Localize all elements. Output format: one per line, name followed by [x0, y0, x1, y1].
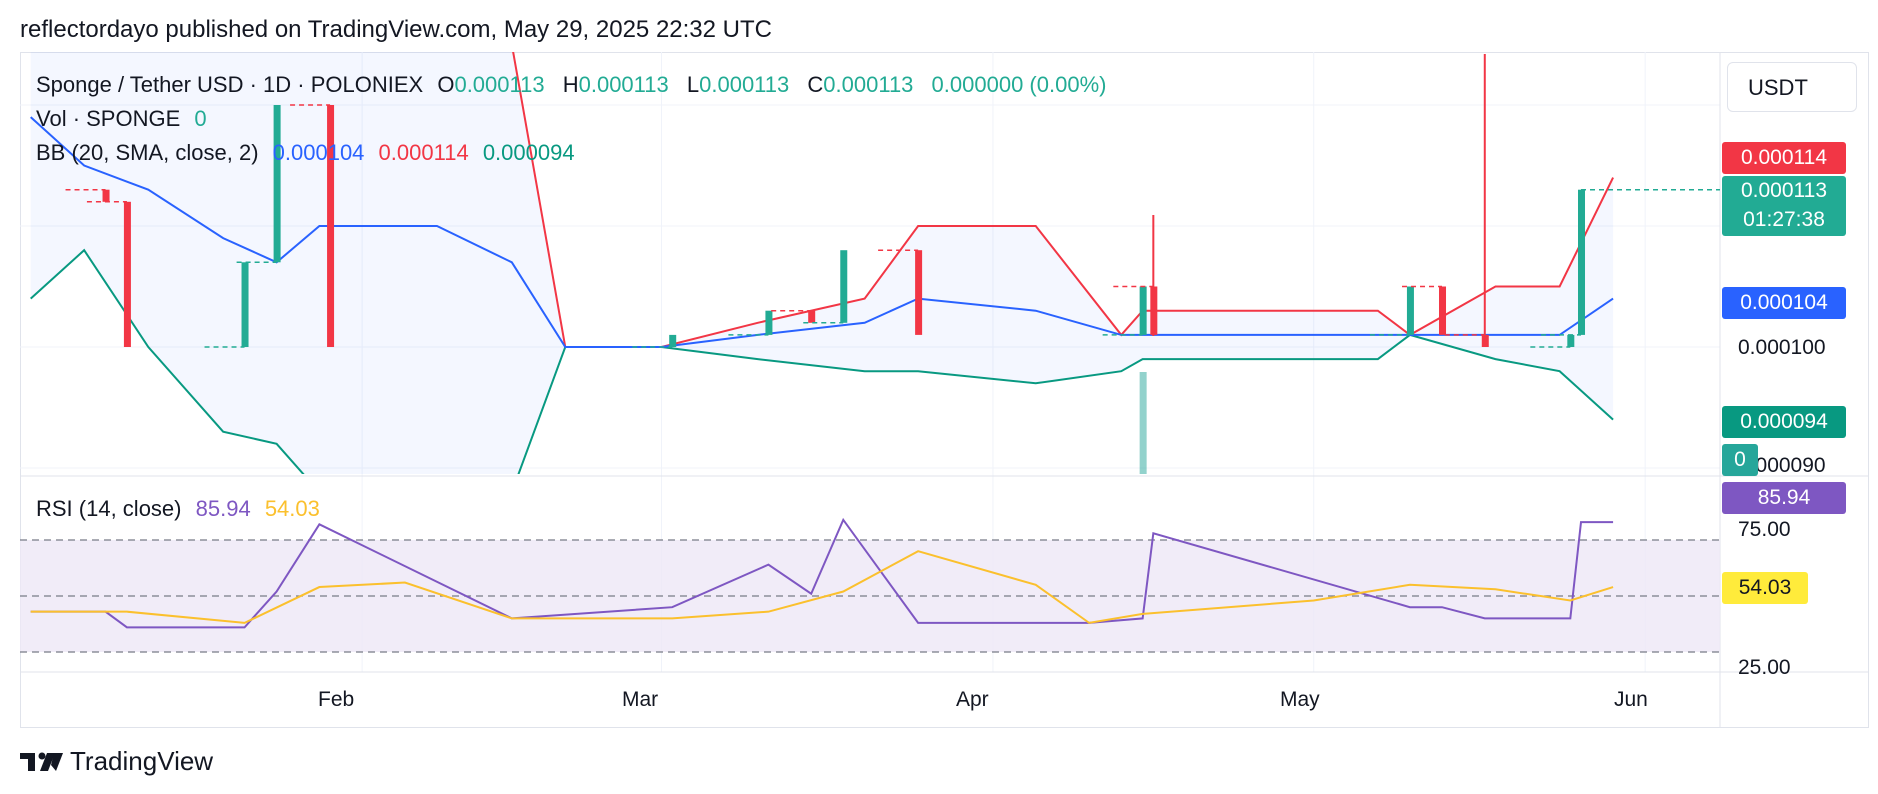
- countdown: 01:27:38: [1743, 208, 1825, 231]
- legend-vol-value: 0: [194, 106, 207, 131]
- candle: [1567, 334, 1575, 347]
- candle: [1578, 189, 1586, 335]
- bb-lower-line: [30, 248, 1614, 474]
- time-label-jun: Jun: [1614, 688, 1648, 711]
- legend-high-label: H: [562, 72, 579, 97]
- bb-fill: [30, 52, 1614, 474]
- candle: [669, 334, 677, 347]
- rsi-tag: 85.94: [1722, 482, 1846, 514]
- candle: [915, 250, 923, 335]
- chart-frame: [20, 52, 1869, 728]
- volume-tag: 0: [1722, 444, 1758, 476]
- candle: [1139, 286, 1147, 335]
- legend-symbol[interactable]: Sponge / Tether USD · 1D · POLONIEX: [36, 72, 424, 97]
- volume-bar: [1139, 372, 1147, 474]
- bb-upper-tag: 0.000114: [1722, 142, 1846, 174]
- bb-basis-tag: 0.000104: [1722, 287, 1846, 319]
- rsi-ma-line: [30, 550, 1614, 624]
- last-price-value: 0.000113: [1740, 179, 1828, 202]
- candle: [1406, 286, 1414, 335]
- legend-bollinger: BB (20, SMA, close, 2) 0.000104 0.000114…: [36, 140, 583, 166]
- legend-volume: Vol · SPONGE 0: [36, 106, 215, 132]
- time-label-apr: Apr: [956, 688, 989, 711]
- candle: [241, 262, 249, 347]
- candle: [808, 310, 816, 323]
- legend-rsi-value: 85.94: [195, 496, 251, 521]
- price-level-090: 0.000090: [1738, 454, 1826, 477]
- legend-vol-label[interactable]: Vol · SPONGE: [36, 106, 181, 131]
- price-level-100: 0.000100: [1738, 336, 1826, 359]
- candle: [1481, 334, 1489, 347]
- last-price-tag: 0.000113 01:27:38: [1722, 176, 1846, 236]
- legend-open: 0.000113: [454, 72, 545, 97]
- legend-main: Sponge / Tether USD · 1D · POLONIEX O0.0…: [36, 72, 1114, 98]
- time-label-may: May: [1280, 688, 1320, 711]
- candle: [123, 201, 131, 347]
- legend-rsi: RSI (14, close) 85.94 54.03: [36, 496, 328, 522]
- legend-bb-basis: 0.000104: [272, 140, 365, 165]
- rsi-ma-tag: 54.03: [1722, 572, 1808, 604]
- time-label-mar: Mar: [622, 688, 659, 711]
- legend-close: 0.000113: [823, 72, 914, 97]
- tradingview-brand: TradingView: [70, 745, 214, 776]
- legend-low: 0.000113: [699, 72, 790, 97]
- candle: [840, 250, 848, 323]
- legend-bb-upper: 0.000114: [378, 140, 469, 165]
- tradingview-logo[interactable]: TradingView: [20, 746, 213, 776]
- candle: [102, 189, 110, 202]
- rsi-level-25: 25.00: [1738, 656, 1791, 679]
- bb-upper-line: [512, 52, 1614, 348]
- legend-low-label: L: [686, 72, 700, 97]
- bb-lower-tag: 0.000094: [1722, 406, 1846, 438]
- legend-bb-lower: 0.000094: [482, 140, 575, 165]
- rsi-level-75: 75.00: [1738, 518, 1791, 541]
- publish-info: reflectordayo published on TradingView.c…: [20, 16, 772, 43]
- legend-bb-label[interactable]: BB (20, SMA, close, 2): [36, 140, 259, 165]
- legend-close-label: C: [807, 72, 824, 97]
- legend-open-label: O: [437, 72, 455, 97]
- currency-selector[interactable]: USDT: [1727, 62, 1857, 112]
- candle: [765, 310, 773, 335]
- candle: [1439, 286, 1447, 335]
- legend-rsi-ma: 54.03: [264, 496, 320, 521]
- tradingview-logo-icon: [20, 752, 63, 771]
- candle: [327, 105, 335, 347]
- legend-rsi-label[interactable]: RSI (14, close): [36, 496, 182, 521]
- legend-high: 0.000113: [578, 72, 669, 97]
- rsi-line: [30, 517, 1614, 629]
- candle: [273, 105, 281, 263]
- legend-change: 0.000000 (0.00%): [931, 72, 1107, 97]
- time-label-feb: Feb: [318, 688, 355, 711]
